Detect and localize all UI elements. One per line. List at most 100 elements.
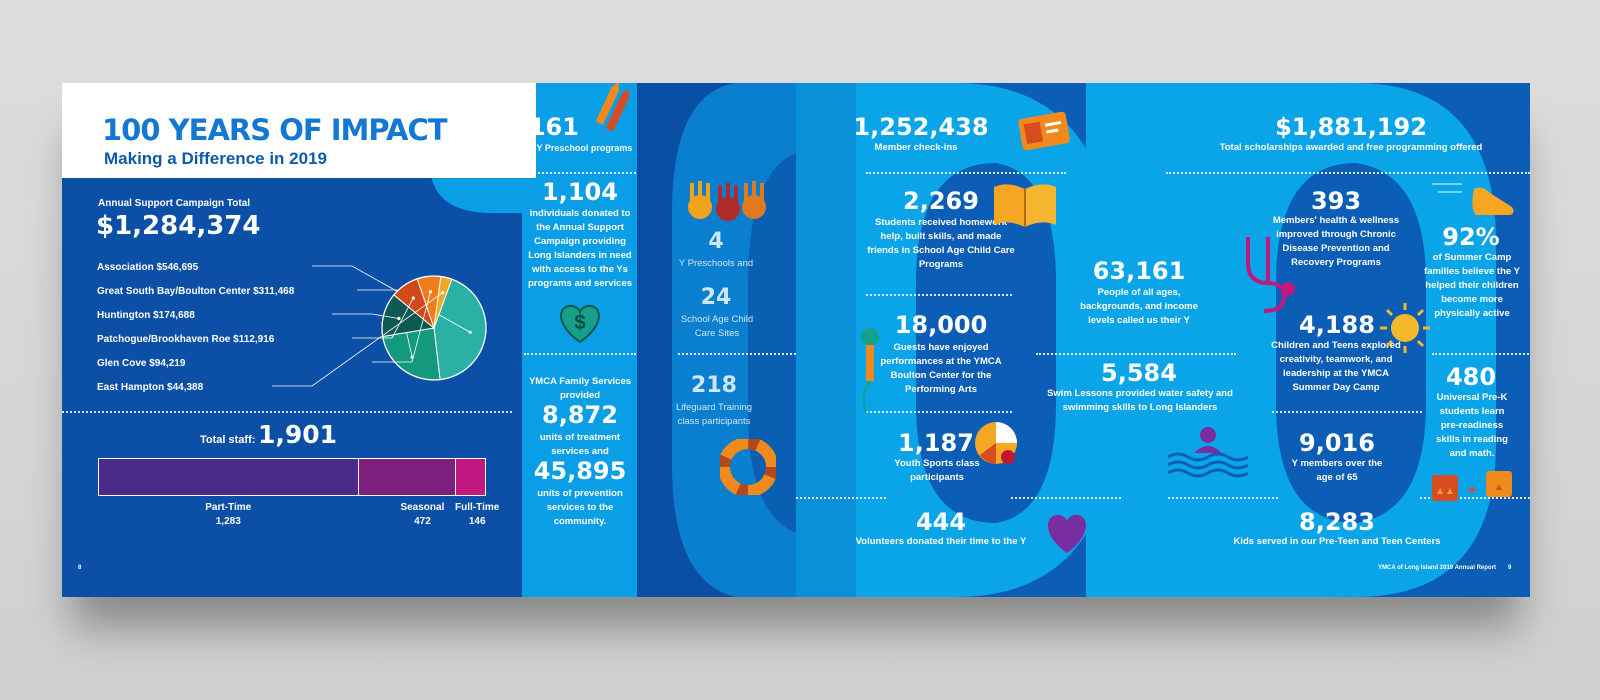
stat-text: Universal Pre-K students learn pre-readi… xyxy=(1436,392,1508,459)
stat-number: 218 xyxy=(691,373,737,398)
stat-text: individuals donated to the Annual Suppor… xyxy=(527,208,633,289)
stat-text: Member check-ins xyxy=(874,142,958,153)
stat-number: 24 xyxy=(700,285,732,310)
staff-bar-segment xyxy=(99,459,360,495)
header-panel xyxy=(62,83,536,178)
swimmer-icon xyxy=(1167,427,1249,478)
stat-text: Volunteers donated their time to the Y xyxy=(855,536,1027,547)
stat-number: 1,187 xyxy=(898,429,974,457)
stat-number: 4,188 xyxy=(1299,311,1375,339)
stat-text: YMCA Family Services provided xyxy=(528,376,632,401)
campaign-label: Annual Support Campaign Total xyxy=(98,198,251,209)
heart-icon xyxy=(1048,514,1086,553)
staff-segment-value: 1,283 xyxy=(215,516,241,527)
svg-text:$: $ xyxy=(574,312,585,334)
legend-item: Huntington $174,688 xyxy=(97,310,195,321)
staff-segment-value: 472 xyxy=(414,516,431,527)
svg-text:▲▲: ▲▲ xyxy=(1435,486,1455,497)
pie-leader-line xyxy=(272,292,443,387)
stat-text: Swim Lessons provided water safety and s… xyxy=(1047,388,1233,413)
legend-item: Patchogue/Brookhaven Roe $112,916 xyxy=(97,334,275,345)
staff-bar-segment xyxy=(359,459,456,495)
stat-text: Y Preschools and xyxy=(678,258,754,269)
divider xyxy=(1166,172,1530,174)
stat-number: 8,872 xyxy=(542,401,618,429)
stat-number: $1,881,192 xyxy=(1275,113,1427,141)
divider xyxy=(446,172,636,174)
divider xyxy=(1272,411,1422,413)
stat-text: Y members over the age of 65 xyxy=(1291,458,1383,483)
stat-number: 2,269 xyxy=(903,187,979,215)
stat-number: 92% xyxy=(1442,223,1500,251)
stat-text: Youth Sports class participants xyxy=(894,458,980,483)
stat-number: 18,000 xyxy=(894,311,988,339)
stat-text: Students received homework help, built s… xyxy=(867,217,1015,270)
stethoscope-icon xyxy=(1246,237,1295,313)
stat-text: Guests have enjoyed performances at the … xyxy=(880,342,1002,395)
stat-text: units of treatment services and xyxy=(539,432,621,457)
sneaker-icon xyxy=(1432,183,1514,215)
heart-dollar-icon: $ xyxy=(560,304,600,344)
divider xyxy=(1420,497,1530,499)
report-name: YMCA of Long Island 2019 Annual Report xyxy=(1378,565,1496,571)
member-card-icon xyxy=(1018,111,1070,151)
divider xyxy=(1168,497,1278,499)
stat-number: 45,895 xyxy=(533,457,627,485)
legend-item: East Hampton $44,388 xyxy=(97,382,204,393)
pie-leader-dot xyxy=(428,290,433,294)
stat-number: 8,283 xyxy=(1299,508,1375,536)
page-number-left: 8 xyxy=(78,565,82,571)
page-subtitle: Making a Difference in 2019 xyxy=(104,149,327,168)
life-ring-icon xyxy=(720,439,776,495)
stat-text: Kids served in our Pre-Teen and Teen Cen… xyxy=(1233,536,1441,547)
divider xyxy=(1011,497,1121,499)
pie-leader-line xyxy=(332,313,399,319)
pie-leader-dot xyxy=(468,330,472,334)
handprints-icon xyxy=(688,181,766,221)
staff-segment-value: 146 xyxy=(468,516,486,527)
stat-text: Children enrolled in Y Preschool program… xyxy=(449,143,633,153)
divider xyxy=(678,353,796,355)
divider xyxy=(524,353,636,355)
annual-report-spread: 100 YEARS OF IMPACT Making a Difference … xyxy=(62,83,1530,597)
stat-text: Total scholarships awarded and free prog… xyxy=(1219,142,1483,153)
divider xyxy=(62,411,512,413)
book-icon xyxy=(994,184,1056,227)
stat-number: 393 xyxy=(1310,187,1362,215)
stat-text: Children and Teens explored creativity, … xyxy=(1271,340,1401,393)
pie-leader-dot xyxy=(397,316,401,321)
left-page: 100 YEARS OF IMPACT Making a Difference … xyxy=(62,83,796,597)
stat-number: 9,016 xyxy=(1299,429,1375,457)
staff-total: 1,901 xyxy=(258,420,338,449)
pie-leader-line xyxy=(372,291,431,363)
stat-text: People of all ages, backgrounds, and inc… xyxy=(1080,287,1198,326)
legend-item: Great South Bay/Boulton Center $311,468 xyxy=(97,286,295,297)
blocks-icon: ▲▲ + ▲ xyxy=(1432,471,1512,501)
beach-ball-icon xyxy=(975,422,1017,464)
staff-segment-name: Full-Time xyxy=(455,502,500,513)
campaign-pie-chart xyxy=(272,265,487,387)
stat-number: 4 xyxy=(708,229,724,254)
divider xyxy=(1036,353,1236,355)
stat-number: 5,584 xyxy=(1101,359,1177,387)
svg-text:▲: ▲ xyxy=(1494,482,1504,493)
staff-segment-name: Seasonal xyxy=(400,502,445,513)
legend-item: Glen Cove $94,219 xyxy=(97,358,186,369)
stat-text: of Summer Camp families believe the Y he… xyxy=(1424,252,1520,319)
right-page: 1,252,438 Member check-ins 2,269 Student… xyxy=(796,83,1530,597)
divider xyxy=(796,497,886,499)
campaign-total: $1,284,374 xyxy=(96,211,261,241)
legend-item: Association $546,695 xyxy=(97,262,199,273)
pie-leader-dot xyxy=(411,296,415,300)
staff-bar-segment xyxy=(455,459,485,495)
divider xyxy=(866,411,1012,413)
sun-icon xyxy=(1380,303,1430,353)
page-number-right: 9 xyxy=(1508,565,1512,571)
staff-label: Total staff: xyxy=(200,434,256,446)
pie-leader-line xyxy=(357,289,413,358)
staff-bar xyxy=(98,458,486,496)
stat-number: 1,252,438 xyxy=(853,113,989,141)
staff-segment-name: Part-Time xyxy=(205,502,252,513)
stat-text: Members' health & wellness improved thro… xyxy=(1272,215,1400,268)
stat-number: 1,161 xyxy=(503,113,579,141)
